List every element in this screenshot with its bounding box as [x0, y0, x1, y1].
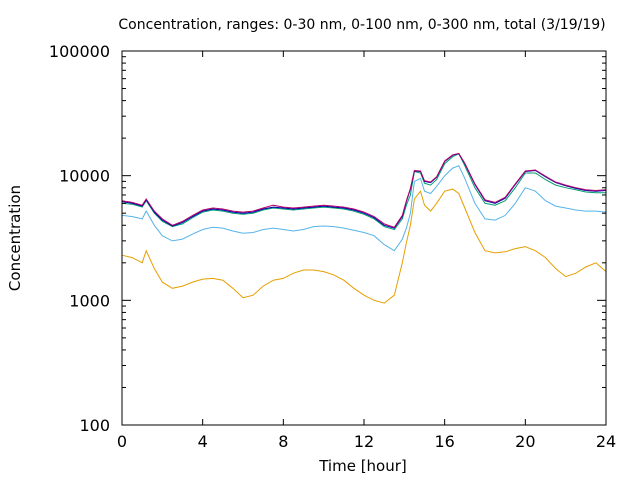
- plot-frame: [121, 50, 607, 426]
- x-tick-label: 4: [198, 432, 208, 451]
- y-axis-title: Concentration: [6, 185, 24, 291]
- x-axis-title: Time [hour]: [318, 457, 407, 475]
- y-tick-label: 100: [79, 416, 110, 435]
- series-group: [121, 152, 607, 304]
- x-tick-label: 12: [354, 432, 374, 451]
- y-tick-label: 1000: [69, 291, 110, 310]
- x-tick-label: 16: [434, 432, 454, 451]
- x-tick-label: 20: [515, 432, 535, 451]
- y-tick-label: 100000: [49, 42, 110, 61]
- y-tick-label: 10000: [59, 167, 110, 186]
- axis-ticks: 0 4 8 12 16 20 24 100 1000 10000 100000: [49, 42, 616, 451]
- x-tick-label: 8: [278, 432, 288, 451]
- x-tick-label: 0: [117, 432, 127, 451]
- series-line-1: [121, 188, 607, 304]
- series-line-2: [121, 165, 607, 252]
- chart-title: Concentration, ranges: 0-30 nm, 0-100 nm…: [118, 17, 605, 33]
- series-line-5: [121, 152, 607, 228]
- x-tick-label: 24: [596, 432, 616, 451]
- series-line-3: [121, 153, 606, 231]
